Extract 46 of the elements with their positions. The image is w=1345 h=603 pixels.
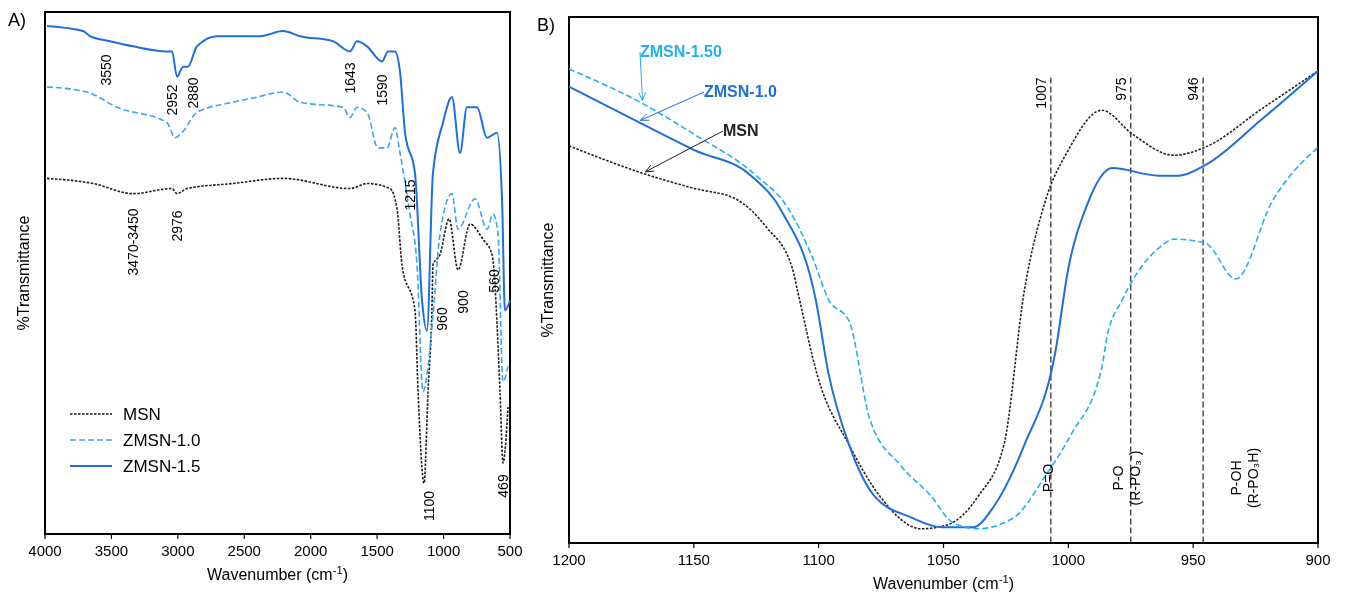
annotation: P-OH (R-PO₃H)	[1228, 447, 1261, 509]
legend-label: ZMSN-1.0	[123, 431, 201, 450]
annotation: 560	[486, 269, 502, 293]
text: ZMSN-1.50	[640, 43, 722, 60]
text: B)	[537, 15, 555, 35]
legend-label: ZMSN-1.5	[123, 457, 201, 476]
annotation: 2976	[169, 210, 185, 242]
annotation: 2880	[185, 77, 201, 109]
y-axis-title: %Transmittance	[539, 222, 556, 338]
x-tick-label: 4000	[28, 542, 62, 559]
annotation: 1100	[421, 490, 437, 522]
annotation: 469	[495, 474, 511, 498]
annotation: 1643	[342, 62, 358, 94]
x-tick-label: 1200	[552, 551, 586, 568]
x-tick-label: 1150	[677, 551, 710, 568]
annotation: 960	[434, 307, 450, 331]
y-axis-title: %Transmittance	[15, 215, 32, 331]
text: ZMSN-1.0	[704, 83, 777, 100]
x-tick-label: 1100	[802, 551, 835, 568]
annotation: 1215	[402, 179, 418, 211]
ref-line-label: 946	[1185, 77, 1202, 101]
text: MSN	[723, 122, 759, 139]
x-axis-title: Wavenumber (cm$^{-1}$)	[873, 573, 1014, 592]
x-tick-label: 1000	[1051, 551, 1086, 568]
annotation: 3470-3450	[125, 208, 141, 276]
x-tick-label: 2000	[294, 542, 328, 559]
x-axis-title: Wavenumber (cm$^{-1}$)	[207, 564, 348, 583]
annotation: P=O	[1040, 463, 1056, 493]
annotation: 1590	[374, 74, 390, 106]
x-tick-label: 900	[1305, 551, 1331, 568]
x-tick-label: 3500	[94, 542, 129, 559]
x-tick-label: 1000	[426, 542, 461, 559]
x-tick-label: 950	[1180, 551, 1206, 568]
annotation: P-O (R-PO₃⁻)	[1110, 450, 1143, 506]
x-tick-label: 3000	[161, 542, 195, 559]
legend-label: MSN	[123, 405, 161, 424]
annotation: 3550	[98, 54, 114, 86]
x-tick-label: 1500	[360, 542, 394, 559]
annotation: 2952	[164, 84, 180, 116]
ref-line-label: 975	[1112, 77, 1129, 101]
x-tick-label: 500	[497, 542, 523, 559]
x-tick-label: 2500	[227, 542, 261, 559]
text: A)	[8, 10, 26, 30]
x-tick-label: 1050	[926, 551, 961, 568]
ref-line-label: 1007	[1032, 77, 1049, 109]
annotation: 900	[455, 290, 471, 314]
